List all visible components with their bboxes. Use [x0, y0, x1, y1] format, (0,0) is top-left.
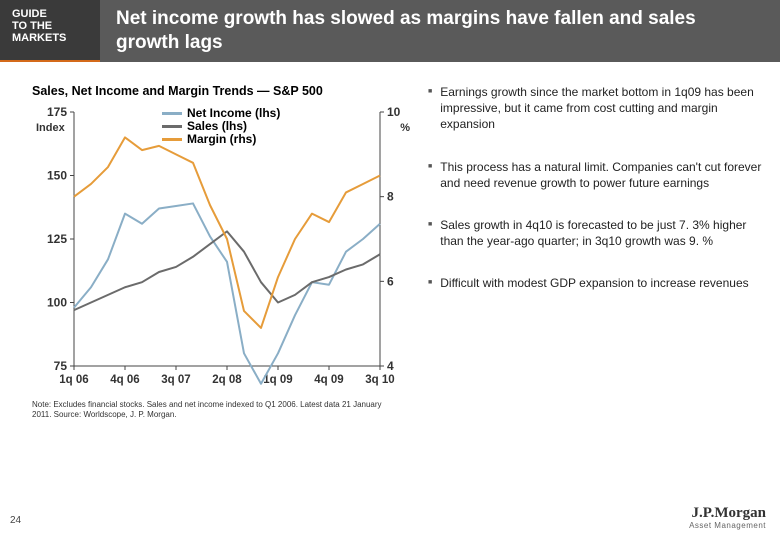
svg-text:10: 10: [387, 105, 401, 119]
legend-row: Sales (lhs): [162, 119, 280, 133]
svg-text:4q 09: 4q 09: [314, 374, 343, 386]
svg-text:75: 75: [54, 359, 68, 373]
brand: J.P.Morgan Asset Management: [689, 505, 766, 530]
legend-swatch: [162, 138, 182, 141]
page-title: Net income growth has slowed as margins …: [116, 7, 764, 55]
legend-swatch: [162, 125, 182, 128]
svg-text:1q 06: 1q 06: [59, 374, 88, 386]
bullet-text: Earnings growth since the market bottom …: [440, 84, 762, 133]
brand-name: J.P.Morgan: [689, 505, 766, 522]
bullet-item: This process has a natural limit. Compan…: [428, 159, 762, 191]
bullet-text: Sales growth in 4q10 is forecasted to be…: [440, 217, 762, 249]
svg-text:125: 125: [47, 232, 67, 246]
page-number: 24: [10, 515, 21, 526]
bullet-text: This process has a natural limit. Compan…: [440, 159, 762, 191]
chart-title: Sales, Net Income and Margin Trends — S&…: [32, 84, 412, 98]
bullet-item: Difficult with modest GDP expansion to i…: [428, 275, 762, 291]
legend-row: Net Income (lhs): [162, 106, 280, 120]
chart-note: Note: Excludes financial stocks. Sales a…: [32, 400, 392, 420]
bullet-list: Earnings growth since the market bottom …: [428, 84, 762, 292]
guide-line-2: TO THE: [12, 20, 88, 32]
svg-text:150: 150: [47, 169, 67, 183]
title-bar: Net income growth has slowed as margins …: [100, 0, 780, 62]
svg-text:100: 100: [47, 296, 67, 310]
guide-line-3: MARKETS: [12, 32, 88, 44]
svg-text:8: 8: [387, 190, 394, 204]
right-axis-label: %: [400, 122, 410, 134]
legend-label: Sales (lhs): [187, 119, 247, 133]
svg-text:175: 175: [47, 105, 67, 119]
legend-label: Net Income (lhs): [187, 106, 280, 120]
svg-text:4: 4: [387, 359, 394, 373]
left-axis-label: Index: [36, 122, 65, 134]
svg-text:3q 07: 3q 07: [161, 374, 190, 386]
chart-legend: Net Income (lhs)Sales (lhs)Margin (rhs): [162, 106, 280, 145]
guide-line-1: GUIDE: [12, 8, 88, 20]
svg-text:6: 6: [387, 274, 394, 288]
chart: 75 100 125 150 175 4 6 8 10 1q 06 4q 06 3q 07 2q 08 1…: [32, 104, 412, 394]
bullet-item: Sales growth in 4q10 is forecasted to be…: [428, 217, 762, 249]
legend-label: Margin (rhs): [187, 132, 256, 146]
chart-svg: 75 100 125 150 175 4 6 8 10 1q 06 4q 06 3q 07 2q 08 1…: [32, 104, 412, 394]
svg-text:1q 09: 1q 09: [263, 374, 292, 386]
guide-box: GUIDE TO THE MARKETS: [0, 0, 100, 62]
bullet-text: Difficult with modest GDP expansion to i…: [440, 275, 748, 291]
bullet-item: Earnings growth since the market bottom …: [428, 84, 762, 133]
svg-text:3q 10: 3q 10: [365, 374, 394, 386]
svg-text:2q 08: 2q 08: [212, 374, 242, 386]
legend-swatch: [162, 112, 182, 115]
svg-text:4q 06: 4q 06: [110, 374, 139, 386]
brand-sub: Asset Management: [689, 521, 766, 530]
legend-row: Margin (rhs): [162, 132, 280, 146]
